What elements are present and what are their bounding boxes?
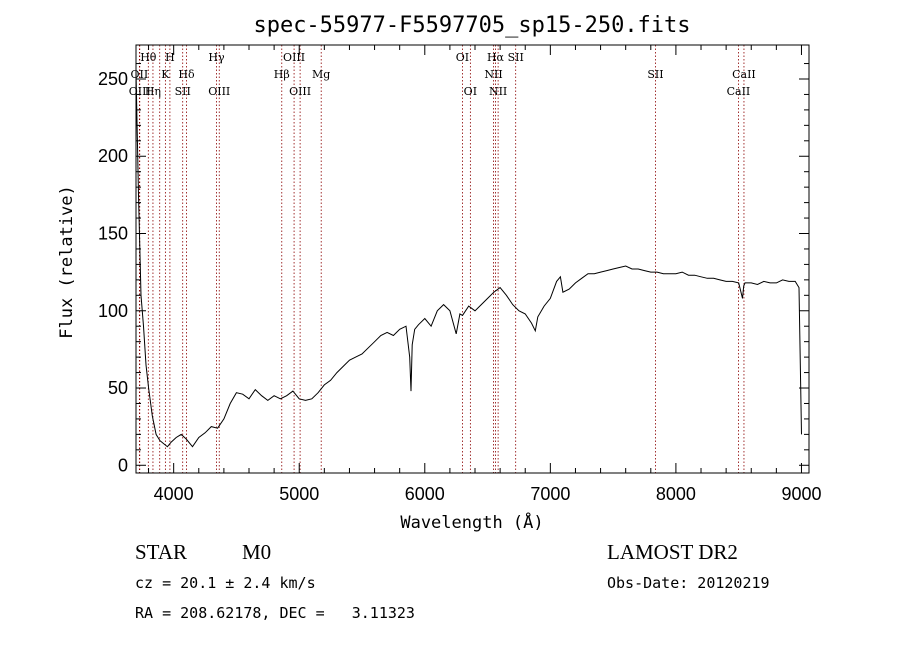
y-tick-label: 200 [98, 146, 128, 166]
line-marker-label: H [165, 51, 175, 64]
x-tick-label: 4000 [154, 484, 194, 504]
survey-name: LAMOST DR2 [607, 540, 738, 564]
y-tick-label: 250 [98, 69, 128, 89]
line-marker-label: OIII [208, 85, 230, 98]
object-class: STAR [135, 540, 187, 564]
line-marker-label: Hδ [178, 68, 195, 81]
line-marker-label: Hγ [208, 51, 225, 64]
line-marker-label: OIII [289, 85, 311, 98]
chart-title: spec-55977-F5597705_sp15-250.fits [253, 13, 690, 38]
line-marker-label: OI [464, 85, 477, 98]
object-subclass: M0 [242, 540, 272, 564]
line-marker-label: Hα [487, 51, 505, 64]
line-marker-label: SII [508, 51, 524, 64]
plot-frame [135, 44, 810, 474]
line-marker-label: NII [489, 85, 507, 98]
coordinates: RA = 208.62178, DEC = 3.11323 [135, 604, 415, 622]
x-tick-label: 8000 [656, 484, 696, 504]
line-marker-label: SII [175, 85, 191, 98]
x-tick-label: 6000 [405, 484, 445, 504]
line-marker-label: OIII [283, 51, 305, 64]
x-tick-label: 7000 [530, 484, 570, 504]
x-axis-ticks: 4000 5000 6000 7000 8000 9000 [148, 45, 821, 504]
y-axis-label: Flux (relative) [57, 185, 77, 339]
line-marker-label: OI [456, 51, 469, 64]
line-marker-label: Hη [145, 85, 161, 98]
y-tick-label: 150 [98, 224, 128, 244]
y-tick-label: 0 [118, 455, 128, 475]
y-tick-label: 50 [108, 378, 128, 398]
line-marker-label: Mg [312, 68, 330, 81]
line-marker-label: NII [484, 68, 502, 81]
line-marker-label: OII [131, 68, 149, 81]
line-marker-label: Hβ [274, 68, 290, 81]
line-marker-label: Hθ [140, 51, 157, 64]
redshift-cz: cz = 20.1 ± 2.4 km/s [135, 574, 316, 592]
y-axis-ticks: 0 50 100 150 200 250 [98, 63, 809, 475]
x-axis-label: Wavelength (Å) [400, 511, 543, 533]
x-tick-label: 5000 [279, 484, 319, 504]
line-marker-label: CaII [727, 85, 751, 98]
line-marker-label: CaII [732, 68, 756, 81]
line-marker-label: OIII [129, 85, 151, 98]
x-tick-label: 9000 [781, 484, 821, 504]
spectrum-series-line [135, 71, 802, 448]
line-marker-label: SII [647, 68, 663, 81]
obs-date: Obs-Date: 20120219 [607, 574, 770, 592]
y-tick-label: 100 [98, 301, 128, 321]
line-markers [138, 45, 745, 473]
line-marker-label: K [161, 68, 170, 81]
